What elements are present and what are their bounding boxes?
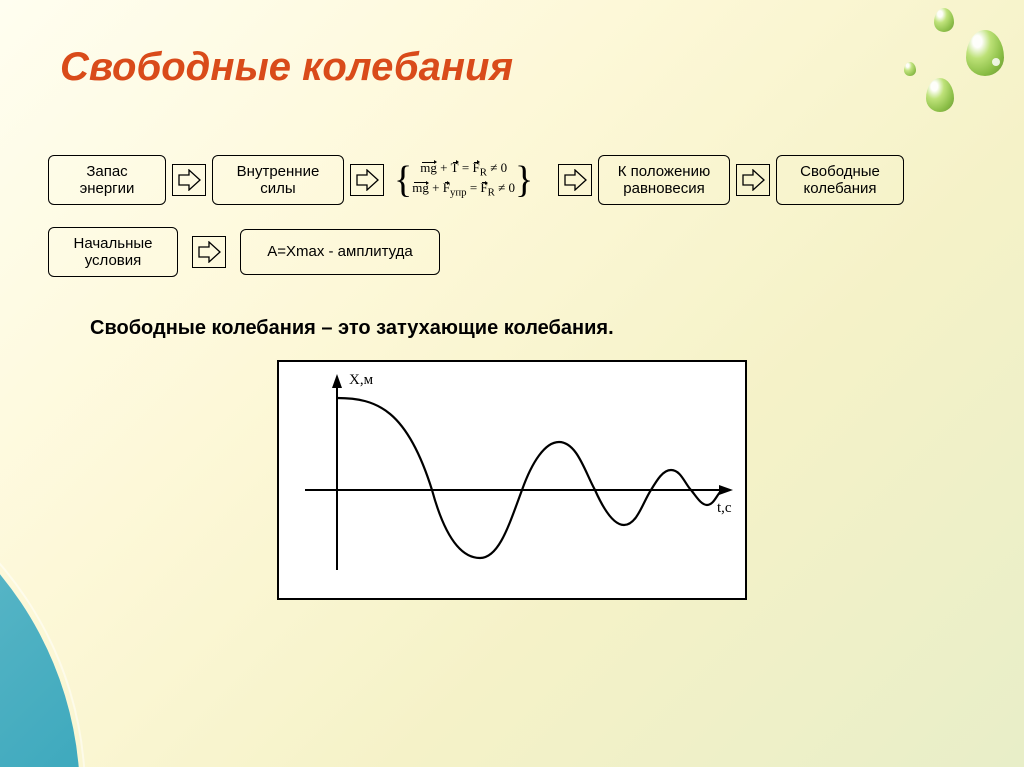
- arrow-icon: [172, 164, 206, 196]
- arrow-icon: [558, 164, 592, 196]
- arrow-icon: [736, 164, 770, 196]
- flow-row-1: Запас энергии Внутренние силы { mg + T =…: [0, 155, 1024, 205]
- node-free-oscillations: Свободные колебания: [776, 155, 904, 205]
- node-text: Внутренние: [217, 163, 339, 180]
- node-text: равновесия: [603, 180, 725, 197]
- node-energy: Запас энергии: [48, 155, 166, 205]
- node-text: колебания: [781, 180, 899, 197]
- node-equilibrium: К положению равновесия: [598, 155, 730, 205]
- brace-icon: }: [515, 161, 533, 199]
- node-text: энергии: [53, 180, 161, 197]
- node-text: A=Xmax - амплитуда: [245, 243, 435, 260]
- node-text: силы: [217, 180, 339, 197]
- equation-2: mg + Fупр = FR ≠ 0: [412, 181, 515, 199]
- definition-text: Свободные колебания – это затухающие кол…: [0, 277, 1024, 340]
- droplet-decoration: [824, 0, 1024, 120]
- node-text: Запас: [53, 163, 161, 180]
- arrow-icon: [350, 164, 384, 196]
- node-amplitude: A=Xmax - амплитуда: [240, 229, 440, 275]
- flow-row-2: Начальные условия A=Xmax - амплитуда: [0, 227, 1024, 277]
- svg-text:X,м: X,м: [349, 372, 374, 388]
- node-internal-forces: Внутренние силы: [212, 155, 344, 205]
- equation-1: mg + T = FR ≠ 0: [412, 161, 515, 179]
- svg-text:t,c: t,c: [717, 500, 732, 516]
- node-text: Начальные: [53, 235, 173, 252]
- node-initial-conditions: Начальные условия: [48, 227, 178, 277]
- node-text: К положению: [603, 163, 725, 180]
- node-text: условия: [53, 252, 173, 269]
- arrow-icon: [192, 236, 226, 268]
- node-equations: { mg + T = FR ≠ 0 mg + Fупр = FR ≠ 0 }: [390, 155, 552, 205]
- damped-oscillation-chart: X,м t,c: [277, 360, 747, 600]
- corner-accent: [0, 437, 150, 767]
- node-text: Свободные: [781, 163, 899, 180]
- brace-icon: {: [394, 161, 412, 199]
